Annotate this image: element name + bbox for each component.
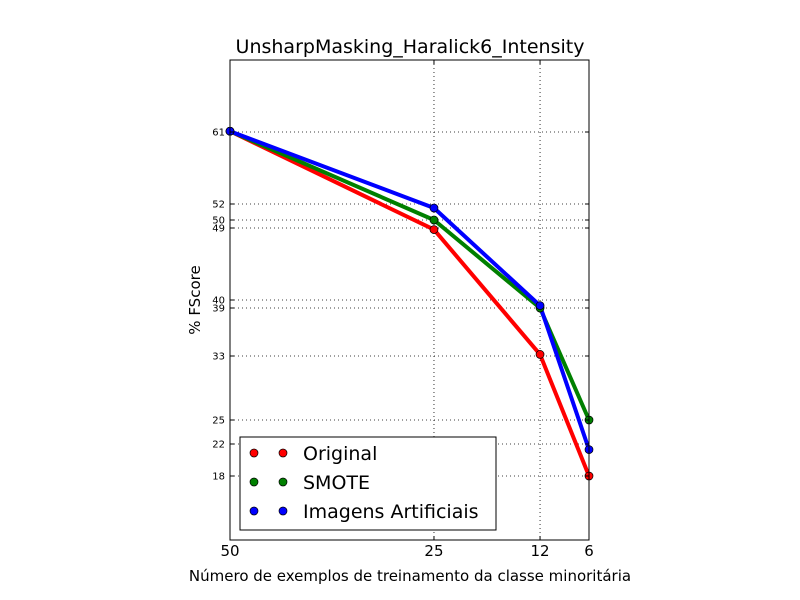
y-tick-label: 50 <box>212 216 225 227</box>
y-tick-label: 25 <box>212 416 225 427</box>
legend-marker <box>249 506 259 516</box>
x-tick-label: 50 <box>220 542 239 560</box>
chart-title: UnsharpMasking_Haralick6_Intensity <box>236 36 585 58</box>
x-tick-label: 25 <box>424 542 443 560</box>
y-axis-label: % FScore <box>186 265 204 334</box>
y-tick-label: 33 <box>212 352 225 363</box>
series-layer <box>225 126 594 481</box>
y-tick-label: 61 <box>212 128 225 139</box>
data-point <box>429 215 439 225</box>
legend-label: SMOTE <box>303 472 370 494</box>
y-tick-label: 18 <box>212 472 225 483</box>
legend-marker <box>249 477 259 487</box>
x-tick-label: 12 <box>530 542 549 560</box>
data-point <box>429 225 439 234</box>
y-tick-label: 52 <box>212 200 225 211</box>
x-axis: 50 25 12 6 <box>220 60 594 560</box>
data-point <box>535 350 545 359</box>
series-line <box>229 129 591 451</box>
series-line <box>229 129 591 421</box>
y-tick-label: 40 <box>212 296 225 307</box>
legend: Original SMOTE Imagens Artificiais <box>239 436 497 531</box>
legend-marker <box>249 448 259 458</box>
y-tick-label: 39 <box>212 304 225 315</box>
x-tick-label: 6 <box>584 542 594 560</box>
data-point <box>535 301 545 310</box>
data-point <box>429 203 439 213</box>
y-tick-label: 22 <box>212 440 225 451</box>
legend-marker <box>278 477 288 487</box>
legend-label: Imagens Artificiais <box>303 501 479 523</box>
series-line <box>229 129 591 477</box>
x-axis-label: Número de exemplos de treinamento da cla… <box>189 567 631 585</box>
legend-marker <box>278 448 288 458</box>
y-tick-label: 49 <box>212 224 225 235</box>
legend-marker <box>278 506 288 516</box>
legend-label: Original <box>303 443 377 465</box>
